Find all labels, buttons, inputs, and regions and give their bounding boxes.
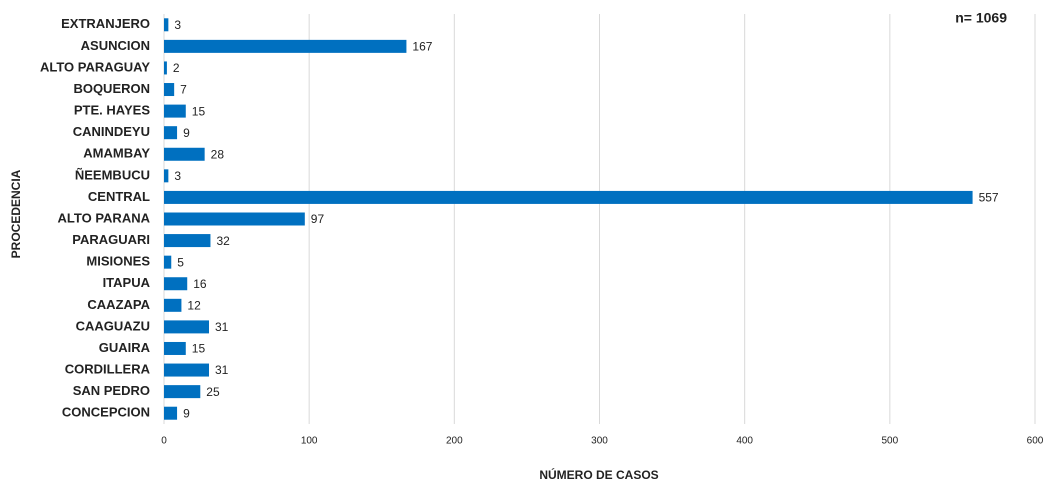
bar <box>164 39 407 53</box>
y-tick-label: GUAIRA <box>99 340 151 355</box>
bar <box>164 190 973 204</box>
y-axis-label: PROCEDENCIA <box>9 169 23 258</box>
bar <box>164 212 305 226</box>
bar <box>164 234 211 248</box>
x-tick-label: 200 <box>446 436 463 447</box>
y-tick-label: MISIONES <box>86 254 150 269</box>
x-tick-label: 500 <box>881 436 898 447</box>
bar <box>164 298 182 312</box>
y-tick-label: ALTO PARAGUAY <box>40 59 150 74</box>
bar <box>164 18 169 32</box>
data-label: 15 <box>192 342 206 356</box>
y-tick-label: ASUNCION <box>81 38 150 53</box>
data-label: 31 <box>215 363 229 377</box>
y-tick-label: SAN PEDRO <box>73 383 150 398</box>
bar <box>164 341 186 355</box>
y-tick-label: CANINDEYU <box>73 124 150 139</box>
bar <box>164 320 210 334</box>
y-tick-label: EXTRANJERO <box>61 16 150 31</box>
y-tick-label: CAAGUAZU <box>76 318 150 333</box>
data-label: 9 <box>183 406 190 420</box>
x-axis-label: NÚMERO DE CASOS <box>539 467 658 481</box>
bar <box>164 104 186 118</box>
y-tick-label: PTE. HAYES <box>74 103 150 118</box>
y-tick-label: ALTO PARANA <box>58 210 151 225</box>
y-tick-label: AMAMBAY <box>83 146 150 161</box>
bar <box>164 406 178 420</box>
data-label: 32 <box>216 234 230 248</box>
data-label: 9 <box>183 126 190 140</box>
data-label: 557 <box>979 191 999 205</box>
y-tick-label: ITAPUA <box>103 275 151 290</box>
data-label: 97 <box>311 212 325 226</box>
bar <box>164 277 188 291</box>
data-label: 16 <box>193 277 207 291</box>
data-label: 25 <box>206 385 220 399</box>
y-tick-label: CONCEPCION <box>62 405 150 420</box>
data-label: 7 <box>180 83 187 97</box>
x-tick-label: 100 <box>301 436 318 447</box>
annotation: n= 1069 <box>955 10 1007 26</box>
data-label: 3 <box>174 18 181 32</box>
y-tick-label: CAAZAPA <box>87 297 150 312</box>
data-label: 28 <box>211 147 225 161</box>
data-label: 3 <box>174 169 181 183</box>
data-label: 31 <box>215 320 229 334</box>
data-label: 12 <box>187 298 201 312</box>
x-tick-label: 300 <box>591 436 608 447</box>
bar <box>164 255 172 269</box>
y-tick-label: BOQUERON <box>73 81 150 96</box>
data-label: 5 <box>177 255 184 269</box>
bar <box>164 147 205 161</box>
y-tick-label: ÑEEMBUCU <box>75 167 150 182</box>
bar <box>164 363 210 377</box>
x-tick-label: 400 <box>736 436 753 447</box>
data-label: 167 <box>412 40 432 54</box>
bar <box>164 126 178 140</box>
data-label: 15 <box>192 104 206 118</box>
x-tick-label: 600 <box>1027 436 1044 447</box>
bar <box>164 83 175 97</box>
y-tick-label: PARAGUARI <box>72 232 150 247</box>
data-label: 2 <box>173 61 180 75</box>
bar <box>164 385 201 399</box>
bar <box>164 61 167 75</box>
bar <box>164 169 169 183</box>
x-tick-label: 0 <box>161 436 167 447</box>
y-tick-label: CORDILLERA <box>65 361 151 376</box>
y-tick-label: CENTRAL <box>88 189 150 204</box>
